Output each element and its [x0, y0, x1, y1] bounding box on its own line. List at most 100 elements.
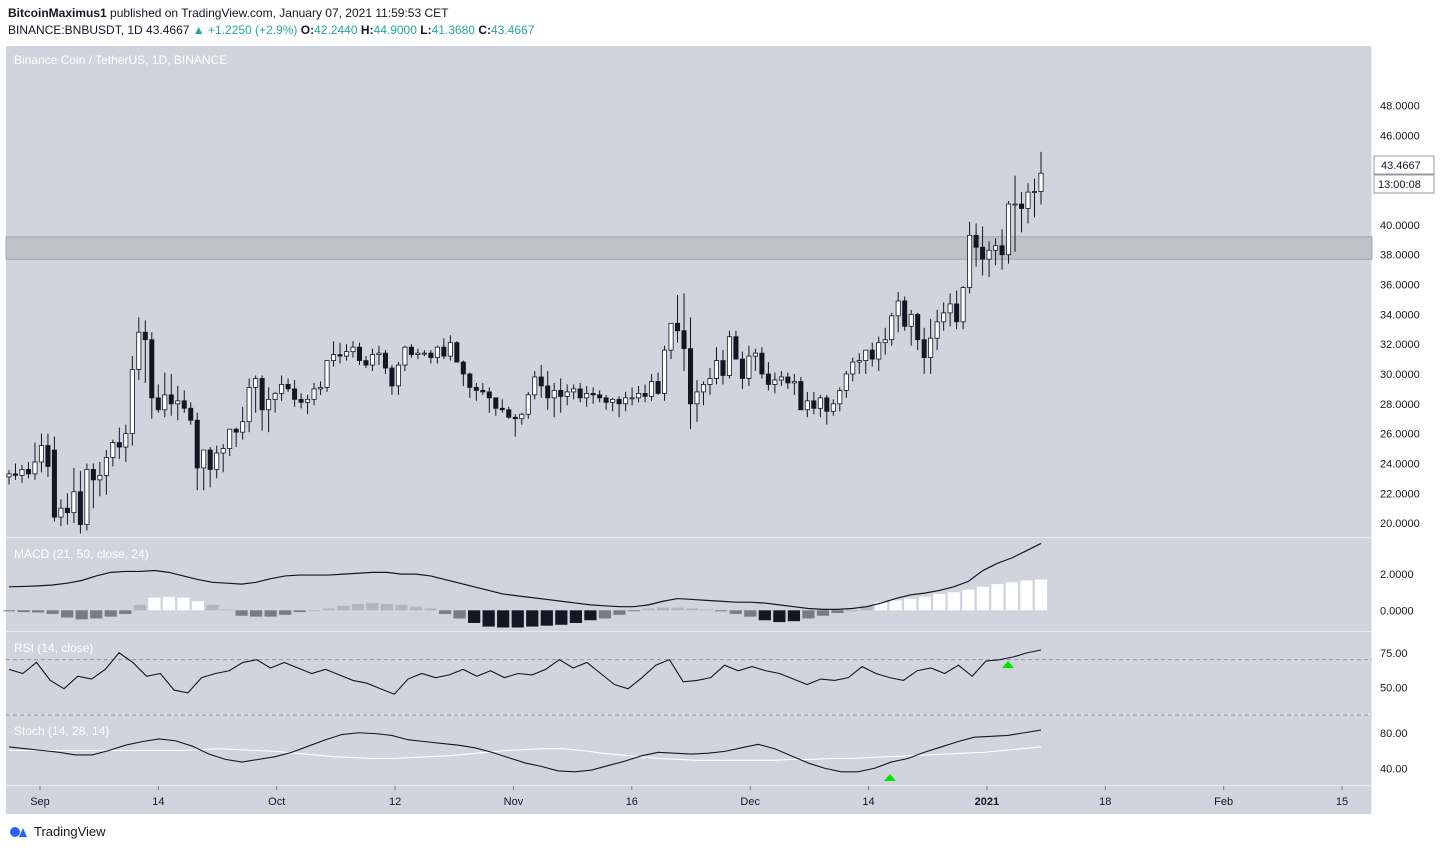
candle-body — [253, 378, 259, 388]
macd-histogram-bar — [802, 610, 815, 619]
candle-body — [772, 379, 778, 385]
candle-body — [493, 397, 499, 409]
macd-histogram-bar — [686, 608, 699, 611]
macd-histogram-bar — [322, 608, 335, 611]
time-tick-label: Nov — [504, 796, 524, 808]
chart-area[interactable]: 20.0000 22.0000 24.0000 26.0000 28.0000 30.00… — [0, 44, 1445, 821]
candle-body — [32, 461, 38, 475]
time-tick-label: 16 — [626, 796, 638, 808]
candle-body — [843, 373, 849, 391]
countdown-text: 13:00:08 — [1378, 179, 1421, 191]
candle-body — [889, 315, 895, 341]
candle-body — [960, 287, 966, 323]
last-price-tag[interactable]: 43.4667 — [1373, 155, 1435, 175]
resistance-zone — [5, 236, 1373, 260]
candle-body — [655, 381, 661, 394]
time-tick-label: 2021 — [975, 796, 999, 808]
rsi-series — [6, 649, 1372, 716]
author-name[interactable]: BitcoinMaximus1 — [8, 6, 107, 20]
price-tick-label: 38.0000 — [1380, 250, 1420, 262]
macd-histogram-bar — [860, 605, 873, 611]
candle-body — [512, 416, 518, 420]
candle-body — [817, 397, 823, 409]
candle-body — [220, 448, 226, 454]
macd-histogram-bar — [976, 586, 989, 611]
candle-body — [389, 367, 395, 387]
candle-body — [363, 360, 369, 366]
macd-histogram-bar — [773, 610, 786, 623]
pane-title-rsi: RSI (14, close) — [14, 641, 93, 655]
candle-body — [188, 407, 194, 421]
candle-body — [6, 473, 12, 478]
candle-body — [149, 339, 155, 399]
time-axis-bg — [6, 786, 1372, 814]
macd-histogram-bar — [787, 610, 801, 622]
candle-body — [123, 433, 129, 448]
candle-body — [999, 245, 1005, 256]
candle-body — [376, 352, 382, 356]
candle-body — [266, 398, 272, 411]
rsi-line — [8, 649, 1042, 695]
candle-body — [577, 388, 583, 399]
candle-body — [318, 387, 324, 390]
macd-histogram-bar — [249, 610, 263, 617]
time-tick-label: 15 — [1336, 796, 1348, 808]
candle-body — [759, 352, 765, 375]
candle-body — [700, 384, 706, 393]
candle-body — [447, 342, 453, 357]
macd-histogram-bar — [235, 610, 248, 616]
candle-body — [285, 384, 291, 390]
macd-histogram-bar — [468, 610, 481, 623]
published-text: published on TradingView.com, January 07… — [110, 6, 449, 20]
price-tick-label: 32.0000 — [1380, 339, 1420, 351]
candle-body — [739, 358, 745, 379]
symbol-label[interactable]: BINANCE:BNBUSDT, 1D — [8, 23, 143, 37]
candle-body — [279, 384, 285, 394]
candle-body — [129, 369, 135, 435]
candle-body — [84, 469, 90, 525]
time-tick-label: 18 — [1099, 796, 1111, 808]
candle-body — [934, 321, 940, 339]
macd-tick-label: 0.0000 — [1380, 605, 1414, 617]
candle-body — [408, 346, 414, 356]
candle-body — [642, 392, 648, 397]
candle-body — [973, 234, 979, 248]
candle-body — [869, 349, 875, 360]
price-tick-label: 36.0000 — [1380, 280, 1420, 292]
macd-histogram-bar — [569, 610, 582, 623]
candle-body — [246, 387, 252, 423]
chart-svg[interactable]: 20.0000 22.0000 24.0000 26.0000 28.0000 30.00… — [0, 44, 1445, 816]
stoch-d-line — [9, 746, 1042, 761]
candle-body — [921, 339, 927, 358]
price-tick-label: 40.0000 — [1380, 220, 1420, 232]
macd-histogram-bar — [1005, 582, 1019, 611]
low-value: 41.3680 — [431, 23, 475, 37]
candlestick-series[interactable] — [6, 151, 1044, 534]
currency-label: USDT — [1391, 54, 1418, 65]
candle-body — [785, 376, 791, 384]
pane-bg-rsi — [6, 632, 1372, 715]
macd-series — [2, 542, 1048, 628]
macd-histogram-bar — [962, 589, 975, 611]
macd-histogram-bar — [104, 610, 117, 617]
candle-body — [824, 397, 830, 412]
macd-histogram-bar — [933, 594, 946, 611]
candle-body — [331, 354, 337, 361]
candle-body — [292, 388, 298, 400]
macd-histogram-bar — [177, 597, 190, 611]
time-tick-label: Sep — [30, 796, 50, 808]
candle-body — [811, 400, 817, 409]
candle-body — [681, 330, 687, 350]
time-tick-label: Oct — [268, 796, 285, 808]
open-value: 42.2440 — [314, 23, 358, 37]
macd-histogram-bar — [816, 610, 830, 616]
candle-body — [434, 346, 440, 358]
macd-histogram-bar — [220, 609, 234, 611]
candle-body — [850, 361, 856, 375]
macd-line — [8, 542, 1042, 611]
candle-body — [90, 469, 96, 481]
macd-histogram-bar — [671, 607, 684, 611]
last-price: 43.4667 — [146, 23, 190, 37]
resistance-zone-rect — [5, 236, 1373, 260]
candle-body — [155, 397, 161, 411]
